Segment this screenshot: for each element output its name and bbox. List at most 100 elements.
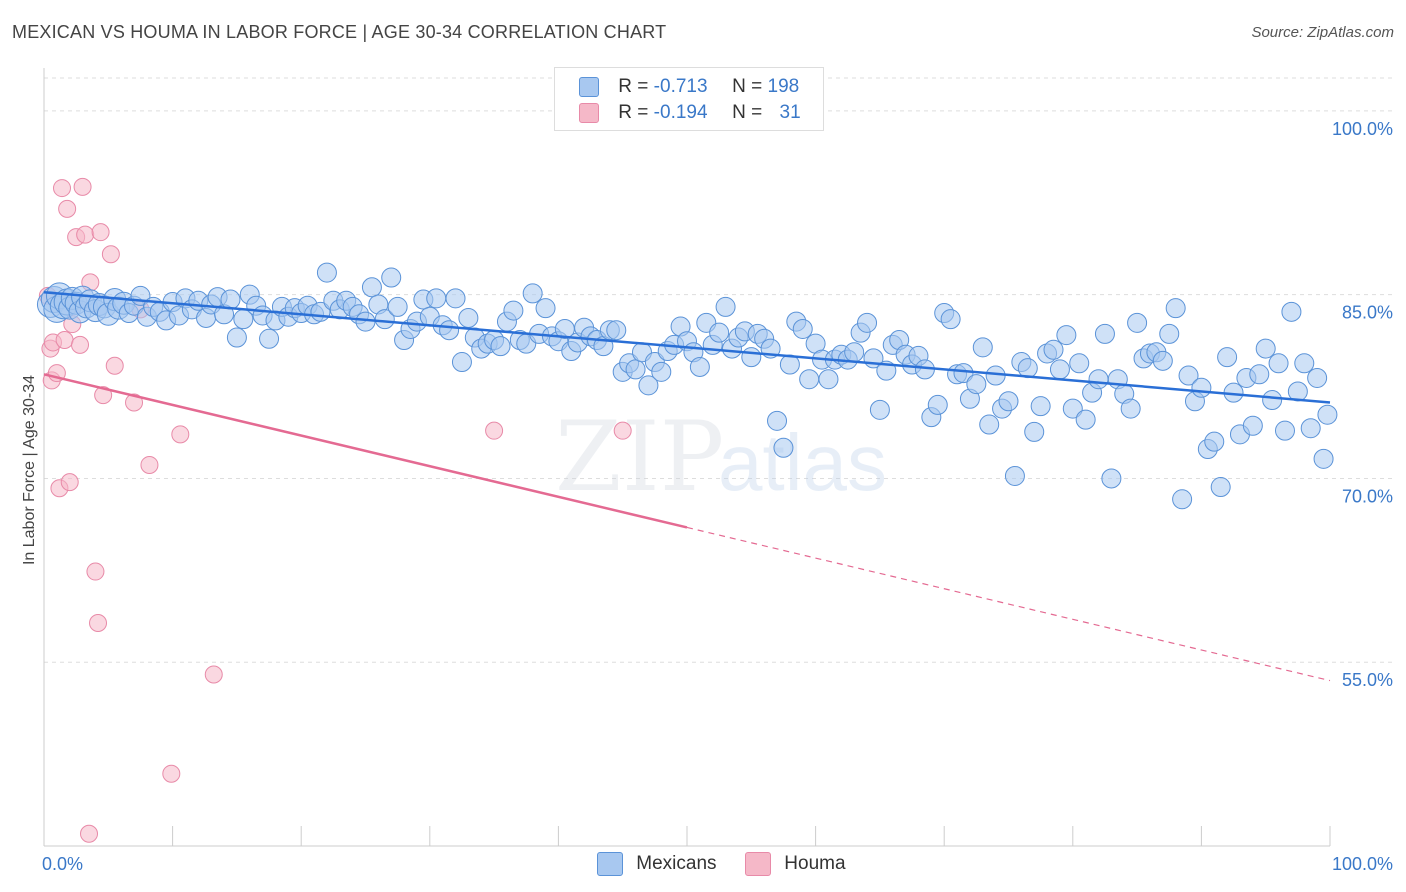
houma-point bbox=[171, 425, 190, 444]
houma-trendline-extension bbox=[686, 526, 1331, 682]
mexican-point bbox=[940, 309, 961, 330]
mexican-point bbox=[1274, 420, 1295, 441]
mexican-point bbox=[972, 337, 993, 358]
houma-point bbox=[101, 245, 120, 264]
mexican-point bbox=[1159, 323, 1180, 344]
mexican-point bbox=[844, 342, 865, 363]
houma-point bbox=[86, 562, 105, 581]
mexican-point bbox=[1024, 421, 1045, 442]
mexican-point bbox=[857, 312, 878, 333]
houma-point bbox=[91, 223, 110, 242]
houma-point bbox=[204, 665, 223, 684]
mexican-point bbox=[1242, 415, 1263, 436]
x-tick-label: 0.0% bbox=[42, 854, 83, 874]
legend-r-value: -0.713 bbox=[653, 76, 708, 97]
legend-row-mexicans: R = -0.713 N = 198 bbox=[579, 76, 799, 100]
mexican-point bbox=[1255, 338, 1276, 359]
mexican-point bbox=[1152, 350, 1173, 371]
stats-legend: R = -0.713 N = 198 R = -0.194 N = 31 bbox=[554, 67, 824, 131]
houma-point bbox=[94, 386, 113, 405]
houma-point bbox=[73, 177, 92, 196]
mexican-point bbox=[535, 298, 556, 319]
mexicans-legend-label: Mexicans bbox=[636, 853, 717, 875]
mexican-point bbox=[1030, 396, 1051, 417]
mexican-point bbox=[818, 369, 839, 390]
mexican-point bbox=[1204, 431, 1225, 452]
legend-row-houma: R = -0.194 N = 31 bbox=[579, 102, 801, 126]
mexican-point bbox=[709, 322, 730, 343]
mexican-point bbox=[1281, 301, 1302, 322]
houma-legend-swatch bbox=[745, 852, 771, 876]
houma-point bbox=[485, 421, 504, 440]
mexican-point bbox=[869, 399, 890, 420]
mexican-points bbox=[36, 262, 1338, 510]
mexican-point bbox=[1062, 398, 1083, 419]
x-tick-label: 100.0% bbox=[1332, 854, 1393, 874]
mexican-point bbox=[1049, 359, 1070, 380]
mexicans-trendline bbox=[43, 290, 1331, 404]
legend-r-label: R = bbox=[618, 76, 649, 97]
mexican-point bbox=[1120, 398, 1141, 419]
mexican-point bbox=[1165, 298, 1186, 319]
mexican-point bbox=[1262, 390, 1283, 411]
mexican-point bbox=[361, 277, 382, 298]
mexican-point bbox=[1094, 323, 1115, 344]
mexican-point bbox=[1294, 353, 1315, 374]
mexican-point bbox=[445, 288, 466, 309]
bottom-legend-houma: Houma bbox=[745, 852, 846, 876]
legend-n-label: N = bbox=[732, 76, 763, 97]
mexican-point bbox=[1127, 312, 1148, 333]
mexican-point bbox=[220, 289, 241, 310]
mexican-point bbox=[381, 267, 402, 288]
houma-legend-label: Houma bbox=[784, 853, 846, 875]
houma-point bbox=[125, 393, 144, 412]
houma-point bbox=[60, 473, 79, 492]
mexican-point bbox=[458, 307, 479, 328]
y-tick-label: 70.0% bbox=[1342, 486, 1393, 506]
houma-trendline bbox=[43, 373, 688, 529]
mexican-point bbox=[490, 336, 511, 357]
mexican-point bbox=[1075, 409, 1096, 430]
mexican-point bbox=[226, 327, 247, 348]
tick-labels: 55.0% 70.0% 85.0% 100.0% 0.0% 100.0% bbox=[42, 119, 1393, 874]
source-label: Source: ZipAtlas.com bbox=[1251, 24, 1394, 41]
houma-point bbox=[80, 824, 99, 843]
y-tick-label: 85.0% bbox=[1342, 303, 1393, 323]
mexican-point bbox=[439, 320, 460, 341]
mexican-point bbox=[503, 300, 524, 321]
watermark: ZIP atlas bbox=[555, 401, 887, 513]
mexican-point bbox=[1268, 353, 1289, 374]
watermark-zip: ZIP bbox=[555, 401, 724, 513]
mexican-point bbox=[1191, 377, 1212, 398]
mexicans-swatch bbox=[579, 76, 599, 97]
mexican-point bbox=[426, 288, 447, 309]
mexican-point bbox=[773, 437, 794, 458]
houma-point bbox=[55, 330, 74, 349]
watermark-atlas: atlas bbox=[718, 418, 887, 507]
legend-n-value: 198 bbox=[767, 76, 800, 97]
mexican-point bbox=[1249, 364, 1270, 385]
mexican-point bbox=[1043, 339, 1064, 360]
chart-title: MEXICAN VS HOUMA IN LABOR FORCE | AGE 30… bbox=[12, 22, 667, 42]
mexican-point bbox=[1300, 418, 1321, 439]
mexican-point bbox=[374, 309, 395, 330]
mexican-point bbox=[638, 375, 659, 396]
houma-point bbox=[58, 199, 77, 218]
mexican-point bbox=[1004, 465, 1025, 486]
mexican-point bbox=[1069, 353, 1090, 374]
houma-point bbox=[89, 614, 108, 633]
mexican-point bbox=[1101, 468, 1122, 489]
houma-point bbox=[105, 356, 124, 375]
mexican-point bbox=[715, 296, 736, 317]
mexican-point bbox=[522, 283, 543, 304]
houma-point bbox=[76, 225, 95, 244]
mexican-point bbox=[799, 369, 820, 390]
houma-point bbox=[71, 335, 90, 354]
mexican-point bbox=[1217, 347, 1238, 368]
mexican-point bbox=[451, 352, 472, 373]
legend-r-value: -0.194 bbox=[653, 102, 708, 123]
mexican-point bbox=[1307, 367, 1328, 388]
bottom-legend-mexicans: Mexicans bbox=[597, 852, 717, 876]
houma-point bbox=[53, 179, 72, 198]
